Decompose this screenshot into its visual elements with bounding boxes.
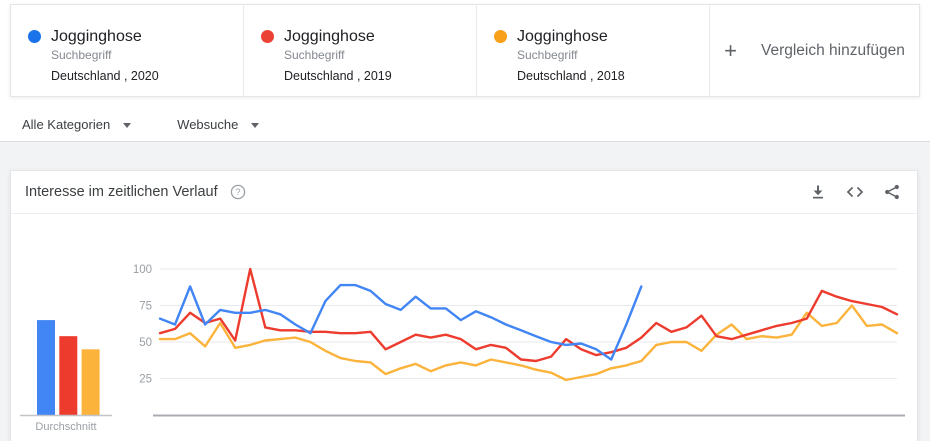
term-scope: Deutschland , 2018 xyxy=(517,69,625,83)
average-bar-2020 xyxy=(37,320,55,415)
chart-title: Interesse im zeitlichen Verlauf xyxy=(25,184,218,200)
page-divider xyxy=(0,141,930,142)
y-tick-label-50: 50 xyxy=(139,337,152,349)
add-comparison-label: Vergleich hinzufügen xyxy=(760,41,905,59)
term-scope: Deutschland , 2019 xyxy=(284,69,392,83)
y-tick-label-75: 75 xyxy=(139,301,152,313)
term-kind: Suchbegriff xyxy=(284,48,345,62)
term-card-2019[interactable]: Jogginghose Suchbegriff Deutschland , 20… xyxy=(244,5,477,96)
filters-row: Alle Kategorien Websuche xyxy=(22,117,260,132)
series-color-dot-icon xyxy=(28,30,41,43)
average-bar-2018 xyxy=(81,349,100,415)
y-tick-label-100: 100 xyxy=(133,264,152,276)
download-icon[interactable] xyxy=(810,184,826,200)
chart-actions xyxy=(810,184,900,200)
chevron-down-icon xyxy=(251,122,260,128)
term-title: Jogginghose xyxy=(517,28,608,45)
chart-body: 25 50 75 100 Durchschnitt xyxy=(11,214,917,441)
interest-over-time-card: Interesse im zeitlichen Verlauf ? xyxy=(10,170,918,441)
content-background: Interesse im zeitlichen Verlauf ? xyxy=(0,142,930,441)
series-color-dot-icon xyxy=(261,30,274,43)
svg-text:?: ? xyxy=(235,187,240,197)
chevron-down-icon xyxy=(123,122,132,128)
y-tick-label-25: 25 xyxy=(139,374,152,386)
category-filter-dropdown[interactable]: Alle Kategorien xyxy=(22,117,132,132)
search-type-filter-dropdown[interactable]: Websuche xyxy=(177,117,260,132)
series-color-dot-icon xyxy=(494,30,507,43)
help-icon[interactable]: ? xyxy=(230,184,246,200)
add-comparison-button[interactable]: + Vergleich hinzufügen xyxy=(710,5,919,96)
chart-card-header: Interesse im zeitlichen Verlauf ? xyxy=(11,171,917,214)
series-2018-line xyxy=(158,304,899,382)
embed-code-icon[interactable] xyxy=(846,184,864,200)
category-filter-label: Alle Kategorien xyxy=(22,117,111,132)
term-kind: Suchbegriff xyxy=(517,48,578,62)
plus-icon: + xyxy=(724,37,737,63)
term-card-2020[interactable]: Jogginghose Suchbegriff Deutschland , 20… xyxy=(11,5,244,96)
term-scope: Deutschland , 2020 xyxy=(51,69,159,83)
comparison-strip: Jogginghose Suchbegriff Deutschland , 20… xyxy=(10,4,920,97)
average-bar-2019 xyxy=(59,336,78,415)
share-icon[interactable] xyxy=(884,184,900,200)
interest-over-time-chart: 25 50 75 100 Durchschnitt xyxy=(20,264,905,433)
series-2020-line xyxy=(158,283,643,361)
term-card-2018[interactable]: Jogginghose Suchbegriff Deutschland , 20… xyxy=(477,5,710,96)
term-title: Jogginghose xyxy=(51,28,142,45)
term-kind: Suchbegriff xyxy=(51,48,112,62)
average-label: Durchschnitt xyxy=(35,421,96,433)
series-2019-line xyxy=(158,267,899,363)
search-type-filter-label: Websuche xyxy=(177,117,239,132)
term-title: Jogginghose xyxy=(284,28,375,45)
